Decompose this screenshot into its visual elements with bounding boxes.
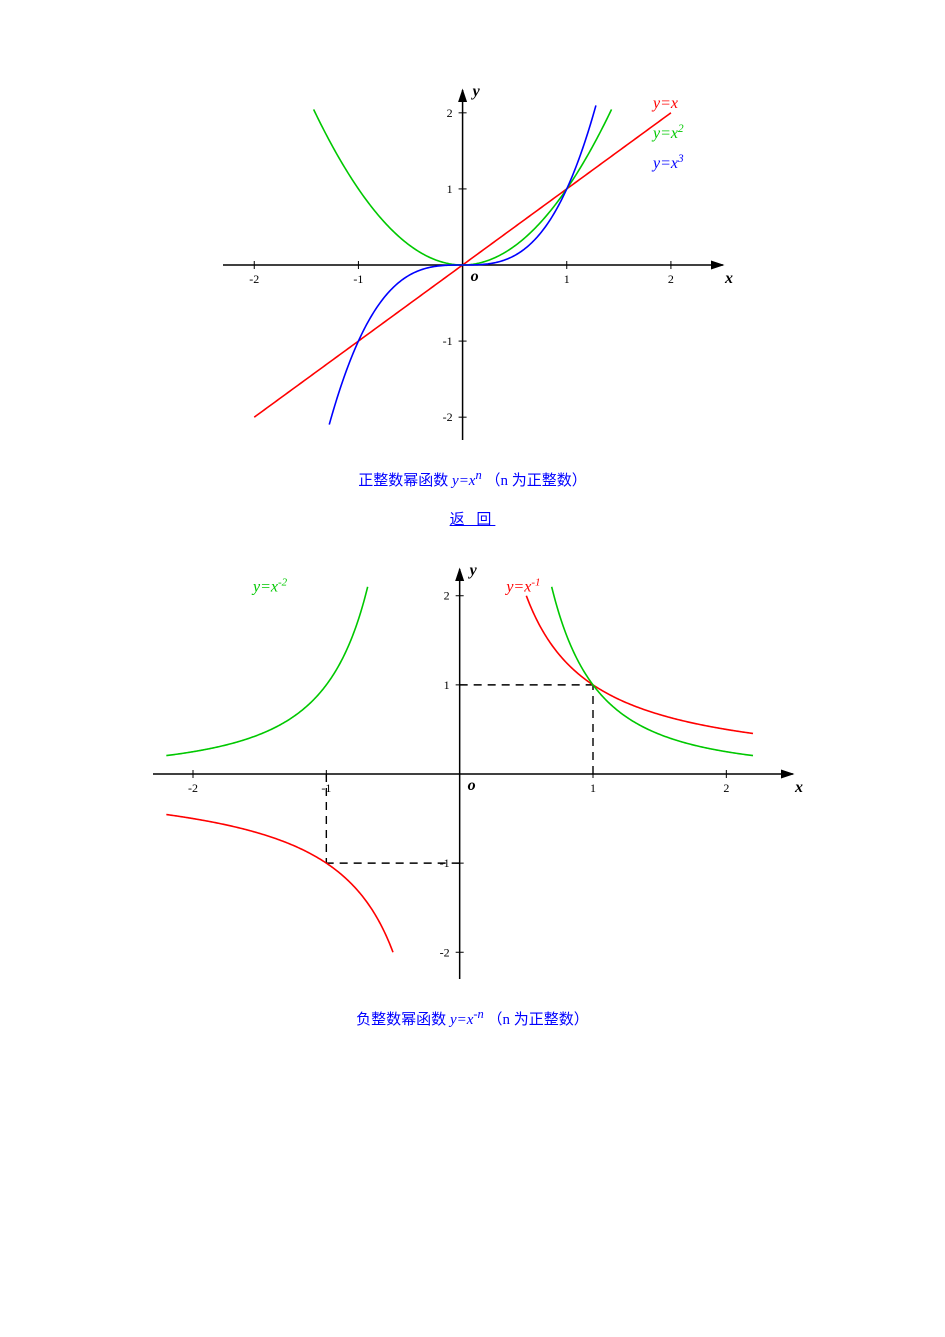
svg-text:-2: -2 (188, 781, 198, 795)
svg-text:y: y (467, 562, 477, 579)
svg-text:o: o (470, 268, 478, 285)
svg-text:-2: -2 (442, 410, 452, 424)
svg-text:-1: -1 (442, 334, 452, 348)
svg-text:1: 1 (446, 182, 452, 196)
svg-text:x: x (724, 270, 733, 287)
svg-text:y: y (470, 83, 480, 100)
caption2-prefix: 负整数幂函数 (356, 1012, 450, 1028)
back-link[interactable]: 返 回 (450, 512, 496, 528)
svg-text:1: 1 (590, 781, 596, 795)
svg-text:2: 2 (446, 106, 452, 120)
caption1-formula: y=xn (452, 473, 485, 489)
svg-text:y=x3: y=x3 (651, 153, 684, 172)
svg-text:x: x (794, 779, 803, 796)
chart-negative-powers: -2 -1 1 2 -2 -1 1 2 o x y y=x-2 y=x-1 (143, 559, 803, 989)
svg-text:-1: -1 (353, 272, 363, 286)
svg-text:y=x-2: y=x-2 (251, 576, 288, 595)
svg-text:y=x-1: y=x-1 (504, 576, 540, 595)
caption2-suffix: （n 为正整数） (488, 1012, 589, 1028)
svg-text:2: 2 (667, 272, 673, 286)
svg-text:1: 1 (443, 678, 449, 692)
chart-svg: -2 -1 1 2 -2 -1 1 2 o x y y=x y=x2 y=x3 (213, 80, 733, 450)
svg-text:-2: -2 (439, 945, 449, 959)
svg-text:-2: -2 (249, 272, 259, 286)
caption-positive: 正整数幂函数 y=xn （n 为正整数） (0, 468, 945, 490)
back-link-row: 返 回 (0, 508, 945, 529)
page: -2 -1 1 2 -2 -1 1 2 o x y y=x y=x2 y=x3 正整数幂函数 y=xn （… (0, 0, 945, 1099)
svg-text:-1: -1 (439, 856, 449, 870)
svg-text:2: 2 (723, 781, 729, 795)
caption-negative: 负整数幂函数 y=x-n （n 为正整数） (0, 1007, 945, 1029)
caption1-prefix: 正整数幂函数 (358, 473, 452, 489)
svg-text:1: 1 (563, 272, 569, 286)
caption1-suffix: （n 为正整数） (485, 473, 586, 489)
caption2-formula: y=x-n (450, 1012, 488, 1028)
svg-text:y=x2: y=x2 (651, 123, 684, 142)
chart-svg: -2 -1 1 2 -2 -1 1 2 o x y y=x-2 y=x-1 (143, 559, 803, 989)
svg-text:-1: -1 (321, 781, 331, 795)
chart-positive-powers: -2 -1 1 2 -2 -1 1 2 o x y y=x y=x2 y=x3 (213, 80, 733, 450)
svg-text:2: 2 (443, 589, 449, 603)
svg-text:y=x: y=x (651, 95, 678, 112)
svg-text:o: o (467, 777, 475, 794)
